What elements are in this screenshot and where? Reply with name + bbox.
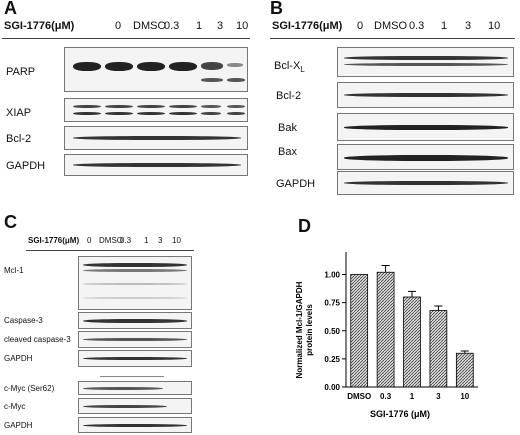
panel-c-label-mcl1: Mcl-1 bbox=[4, 266, 24, 275]
chart-bar-2 bbox=[403, 296, 421, 388]
panel-b-lane-1: 1 bbox=[441, 20, 448, 32]
panel-a-lane-3: 3 bbox=[217, 20, 224, 32]
panel-c-letter: C bbox=[4, 212, 17, 232]
panel-c-label-caspase3: Caspase-3 bbox=[4, 316, 43, 325]
panel-a-blot-parp bbox=[64, 47, 248, 92]
panel-b-lane-dmso: DMSO bbox=[374, 20, 407, 32]
chart-x-tick-label-3: 3 bbox=[436, 392, 441, 401]
panel-b-lane-10: 10 bbox=[488, 20, 501, 32]
panel-b-lane-0-3: 0.3 bbox=[409, 20, 425, 32]
panel-b-label-bax: Bax bbox=[278, 146, 297, 158]
panel-a-label-xiap: XIAP bbox=[6, 107, 32, 119]
panel-a-lane-dmso: DMSO bbox=[133, 20, 166, 32]
panel-a-lane-0: 0 bbox=[115, 20, 122, 32]
panel-a-treatment-label: SGI-1776(μM) bbox=[4, 20, 75, 32]
panel-a-label-parp: PARP bbox=[6, 66, 36, 78]
panel-c-lane-dmso: DMSO bbox=[99, 236, 123, 245]
panel-c-lane-0-3: 0.3 bbox=[120, 236, 132, 245]
panel-c-lane-1: 1 bbox=[144, 236, 149, 245]
panel-a-blot-xiap bbox=[64, 98, 248, 122]
panel-b-lane-0: 0 bbox=[357, 20, 364, 32]
panel-b-label-bclx-subscript: L bbox=[300, 65, 305, 75]
panel-a-lane-10: 10 bbox=[236, 20, 249, 32]
panel-b-blot-bclxl bbox=[337, 47, 514, 77]
panel-c-label-gapdh-1: GAPDH bbox=[4, 354, 33, 363]
panel-b-treatment-label: SGI-1776(μM) bbox=[272, 20, 343, 32]
panel-a-blot-bcl2 bbox=[64, 126, 248, 150]
panel-c-blot-gapdh-1 bbox=[78, 350, 192, 367]
panel-c-separator-rule bbox=[100, 376, 164, 377]
chart-x-tick-label-1: 0.3 bbox=[380, 392, 392, 401]
panel-a-label-gapdh: GAPDH bbox=[6, 160, 46, 172]
chart-bar-1 bbox=[376, 271, 395, 388]
panel-c-header-rule bbox=[26, 250, 194, 251]
chart-x-axis-label: SGI-1776 (μM) bbox=[370, 409, 430, 419]
panel-b-label-bcl2: Bcl-2 bbox=[276, 90, 302, 102]
panel-a-header-rule bbox=[2, 38, 250, 39]
panel-a-label-bcl2: Bcl-2 bbox=[6, 133, 32, 145]
panel-c-blot-cmyc bbox=[78, 398, 192, 414]
panel-b-blot-gapdh bbox=[337, 171, 514, 195]
panel-a-blot-gapdh bbox=[64, 154, 248, 176]
panel-c-blot-cmyc-ser62 bbox=[78, 381, 192, 395]
panel-b-label-bclxl: Bcl-XL bbox=[274, 60, 305, 74]
panel-b-lane-3: 3 bbox=[465, 20, 472, 32]
panel-b-label-bak: Bak bbox=[278, 122, 297, 134]
chart-y-tick-label-4: 1.00 bbox=[324, 271, 340, 280]
chart-bar-3 bbox=[429, 310, 448, 388]
panel-b-blot-bcl2 bbox=[337, 82, 514, 108]
panel-c-lane-0: 0 bbox=[87, 236, 92, 245]
panel-b-header-rule bbox=[270, 38, 515, 39]
panel-a-letter: A bbox=[4, 0, 17, 18]
panel-b-blot-bax bbox=[337, 144, 514, 170]
panel-c-blot-cleaved-caspase3 bbox=[78, 331, 192, 348]
panel-c-treatment-label: SGI-1776(μM) bbox=[28, 236, 80, 245]
panel-b-letter: B bbox=[270, 0, 283, 18]
chart-y-axis-label-group: Normalized Mcl-1/GAPDHprotein levels bbox=[295, 281, 314, 378]
chart-y-tick-label-3: 0.75 bbox=[324, 299, 340, 308]
panel-c-lane-3: 3 bbox=[158, 236, 163, 245]
panel-c-label-gapdh-2: GAPDH bbox=[4, 421, 33, 430]
chart-x-tick-label-0: DMSO bbox=[347, 392, 371, 401]
panel-a-lane-1: 1 bbox=[196, 20, 203, 32]
panel-d-letter: D bbox=[298, 216, 311, 236]
panel-a-lane-0-3: 0.3 bbox=[164, 20, 180, 32]
panel-c-label-cleaved-caspase3: cleaved caspase-3 bbox=[4, 335, 71, 344]
panel-b-label-bclx: Bcl-X bbox=[274, 60, 301, 72]
panel-b-blot-bak bbox=[337, 113, 514, 141]
chart-y-axis-label: Normalized Mcl-1/GAPDHprotein levels bbox=[295, 281, 314, 378]
chart-bar-4 bbox=[455, 352, 474, 388]
panel-c-label-cmyc: c-Myc bbox=[4, 402, 26, 411]
chart-y-tick-label-2: 0.50 bbox=[324, 327, 340, 336]
chart-x-tick-label-2: 1 bbox=[410, 392, 415, 401]
chart-y-tick-label-1: 0.25 bbox=[324, 355, 340, 364]
panel-c-blot-caspase3 bbox=[78, 312, 192, 329]
panel-c-label-cmyc-ser62: c-Myc (Ser62) bbox=[4, 384, 55, 393]
panel-c-lane-10: 10 bbox=[172, 236, 181, 245]
chart-y-tick-label-0: 0.00 bbox=[324, 383, 340, 392]
panel-c-blot-gapdh-2 bbox=[78, 417, 192, 433]
panel-c-blot-mcl1 bbox=[78, 256, 192, 310]
panel-b-label-gapdh: GAPDH bbox=[276, 178, 316, 190]
chart-x-tick-label-4: 10 bbox=[460, 392, 469, 401]
chart-bar-0 bbox=[350, 274, 369, 388]
